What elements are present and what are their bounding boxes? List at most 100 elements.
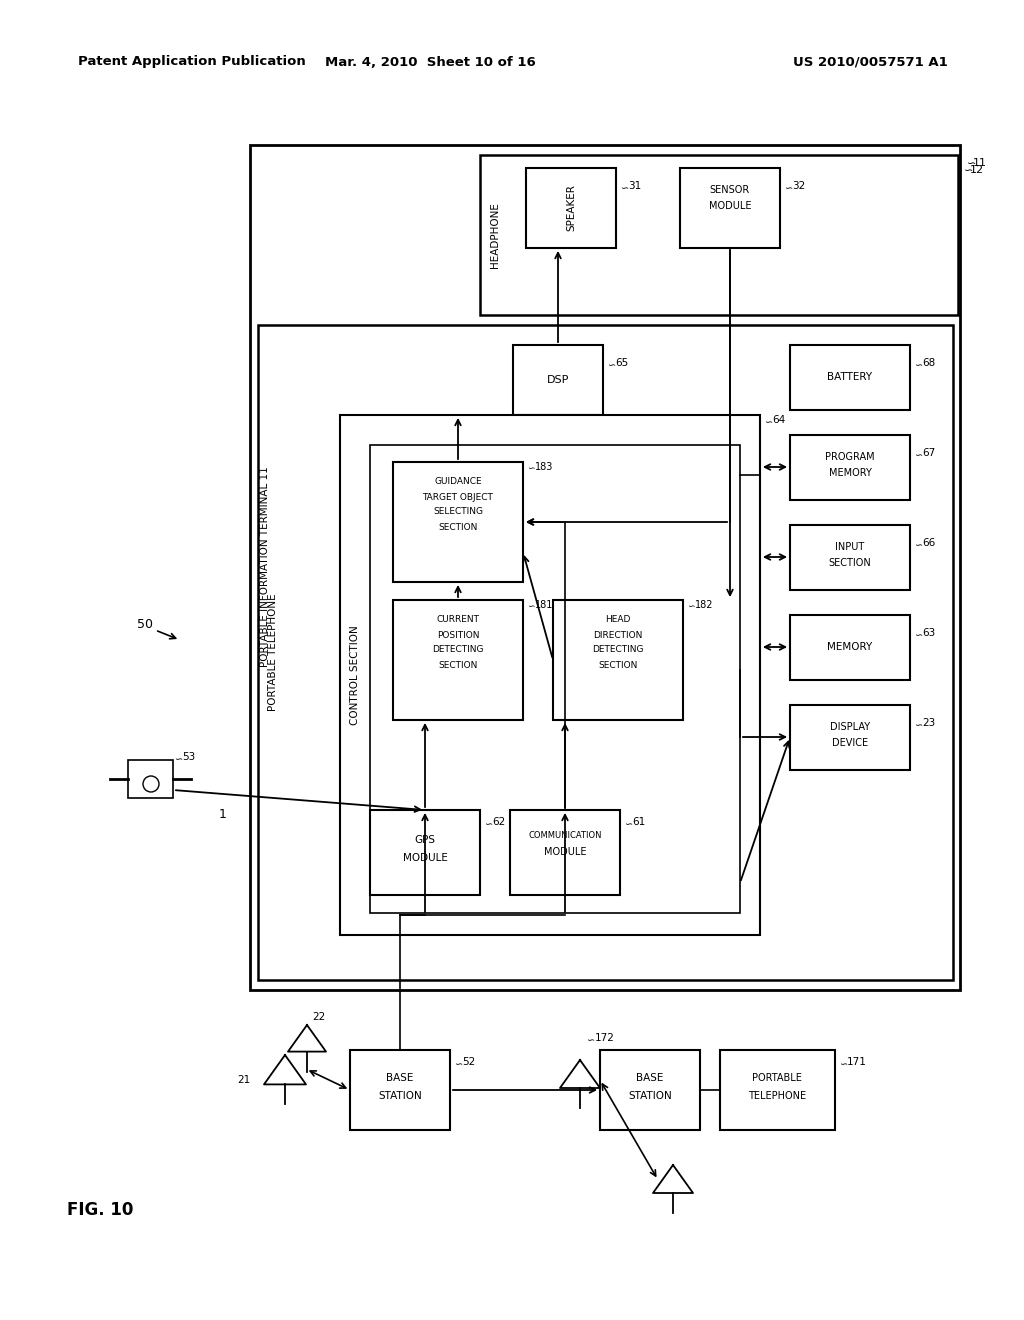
Text: $\backsim$: $\backsim$ (483, 817, 494, 828)
Text: 63: 63 (922, 628, 935, 638)
Bar (128, 760, 173, 799)
Bar (553, 601, 683, 719)
Text: 183: 183 (535, 462, 553, 473)
Text: PORTABLE INFORMATION TERMINAL 11: PORTABLE INFORMATION TERMINAL 11 (260, 467, 270, 668)
Text: $\backsim$: $\backsim$ (453, 1057, 464, 1067)
Text: $\backsim$: $\backsim$ (913, 447, 924, 458)
Text: MODULE: MODULE (402, 853, 447, 863)
Text: $\backsim$: $\backsim$ (961, 165, 973, 176)
Text: DISPLAY: DISPLAY (829, 722, 870, 733)
Text: 62: 62 (492, 817, 505, 828)
Text: SENSOR: SENSOR (710, 185, 751, 195)
Text: $\backsim$: $\backsim$ (623, 817, 634, 828)
Bar (258, 325, 953, 979)
Text: POSITION: POSITION (437, 631, 479, 639)
Text: 67: 67 (922, 447, 935, 458)
Bar (350, 1049, 450, 1130)
Text: DSP: DSP (547, 375, 569, 385)
Bar (720, 1049, 835, 1130)
Text: BASE: BASE (636, 1073, 664, 1082)
Text: 52: 52 (462, 1057, 475, 1067)
Circle shape (143, 776, 159, 792)
Text: Patent Application Publication: Patent Application Publication (78, 55, 306, 69)
Text: $\backsim$: $\backsim$ (913, 539, 924, 548)
Text: 61: 61 (632, 817, 645, 828)
Text: TARGET OBJECT: TARGET OBJECT (423, 492, 494, 502)
Text: 64: 64 (772, 414, 785, 425)
Text: 172: 172 (595, 1034, 614, 1043)
Bar (393, 601, 523, 719)
Text: BASE: BASE (386, 1073, 414, 1082)
Text: $\backsim$: $\backsim$ (606, 358, 617, 368)
Text: HEADPHONE: HEADPHONE (490, 202, 500, 268)
Text: 31: 31 (628, 181, 641, 191)
Text: STATION: STATION (378, 1092, 422, 1101)
Text: PORTABLE TELEPHONE: PORTABLE TELEPHONE (268, 593, 278, 710)
Text: SECTION: SECTION (438, 523, 477, 532)
Bar (370, 445, 740, 913)
Bar (340, 414, 760, 935)
Text: HEAD: HEAD (605, 615, 631, 624)
Text: $\backsim$: $\backsim$ (526, 462, 537, 471)
Text: 53: 53 (182, 752, 196, 762)
Text: $\backsim$: $\backsim$ (838, 1057, 849, 1067)
Text: CONTROL SECTION: CONTROL SECTION (350, 626, 360, 725)
Text: 21: 21 (237, 1074, 250, 1085)
Bar (526, 168, 616, 248)
Text: $\backsim$: $\backsim$ (964, 158, 976, 168)
Text: $\backsim$: $\backsim$ (913, 718, 924, 729)
Text: INPUT: INPUT (836, 543, 864, 552)
Bar (680, 168, 780, 248)
Text: 23: 23 (922, 718, 935, 729)
Text: FIG. 10: FIG. 10 (67, 1201, 133, 1218)
Text: MEMORY: MEMORY (827, 642, 872, 652)
Text: Mar. 4, 2010  Sheet 10 of 16: Mar. 4, 2010 Sheet 10 of 16 (325, 55, 536, 69)
Text: CURRENT: CURRENT (436, 615, 479, 624)
Text: DIRECTION: DIRECTION (593, 631, 643, 639)
Bar (790, 705, 910, 770)
Text: $\backsim$: $\backsim$ (763, 414, 774, 425)
Text: 65: 65 (615, 358, 629, 368)
Bar (600, 1049, 700, 1130)
Text: $\backsim$: $\backsim$ (913, 358, 924, 368)
Text: PROGRAM: PROGRAM (825, 451, 874, 462)
Text: 12: 12 (970, 165, 984, 176)
Text: 11: 11 (973, 158, 987, 168)
Bar (393, 462, 523, 582)
Text: $\backsim$: $\backsim$ (686, 601, 696, 610)
Text: GUIDANCE: GUIDANCE (434, 478, 482, 487)
Text: STATION: STATION (628, 1092, 672, 1101)
Text: DETECTING: DETECTING (432, 645, 483, 655)
Text: 66: 66 (922, 539, 935, 548)
Text: GPS: GPS (415, 836, 435, 845)
Text: PORTABLE: PORTABLE (752, 1073, 802, 1082)
Bar (790, 345, 910, 411)
Text: BATTERY: BATTERY (827, 372, 872, 381)
Text: DETECTING: DETECTING (592, 645, 644, 655)
Text: MEMORY: MEMORY (828, 469, 871, 478)
Bar (790, 525, 910, 590)
Text: SELECTING: SELECTING (433, 507, 483, 516)
Text: COMMUNICATION: COMMUNICATION (528, 832, 602, 841)
Bar (513, 345, 603, 414)
Bar (510, 810, 620, 895)
Text: $\backsim$: $\backsim$ (783, 181, 794, 191)
Text: 171: 171 (847, 1057, 867, 1067)
Text: $\backsim$: $\backsim$ (585, 1034, 596, 1043)
Text: 22: 22 (312, 1012, 326, 1022)
Text: MODULE: MODULE (544, 847, 587, 857)
Text: SECTION: SECTION (598, 660, 638, 669)
Text: MODULE: MODULE (709, 201, 752, 211)
Text: 50: 50 (137, 619, 153, 631)
Text: US 2010/0057571 A1: US 2010/0057571 A1 (793, 55, 947, 69)
Text: 68: 68 (922, 358, 935, 368)
Text: 32: 32 (792, 181, 805, 191)
Text: 182: 182 (695, 601, 714, 610)
Text: $\backsim$: $\backsim$ (173, 752, 184, 762)
Text: $\backsim$: $\backsim$ (913, 628, 924, 638)
Text: DEVICE: DEVICE (831, 738, 868, 748)
Text: SPEAKER: SPEAKER (566, 185, 575, 231)
Text: $\backsim$: $\backsim$ (526, 601, 537, 610)
Text: TELEPHONE: TELEPHONE (748, 1092, 806, 1101)
Text: 181: 181 (535, 601, 553, 610)
